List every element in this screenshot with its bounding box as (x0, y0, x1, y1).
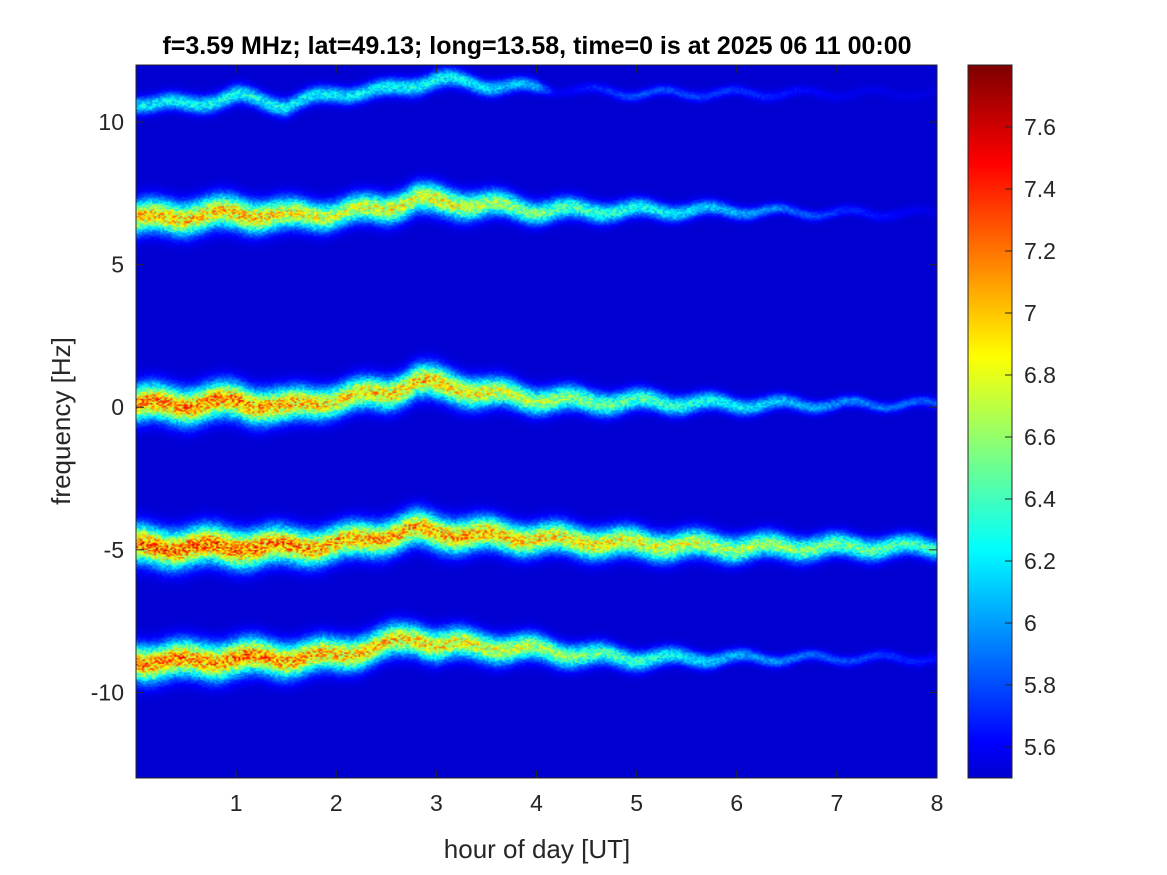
x-tick-label: 1 (230, 790, 243, 816)
colorbar-tick-label: 7 (1024, 300, 1037, 326)
plot-area: 1 2 3 4 5 6 7 8 10 5 0 -5 -10 (91, 64, 944, 816)
colorbar-tick-label: 6.4 (1024, 486, 1056, 512)
colorbar-gradient (968, 65, 1012, 778)
chart-title: f=3.59 MHz; lat=49.13; long=13.58, time=… (162, 32, 911, 60)
y-tick-label: 10 (98, 109, 124, 135)
x-tick-label: 5 (630, 790, 643, 816)
y-tick-label: -10 (91, 679, 124, 705)
x-tick-label: 2 (330, 790, 343, 816)
colorbar-tick-label: 5.8 (1024, 672, 1056, 698)
colorbar-tick-label: 7.6 (1024, 114, 1056, 140)
spectrogram-heatmap (136, 65, 937, 778)
x-tick-label: 3 (430, 790, 443, 816)
colorbar-ticks: 7.6 7.4 7.2 7 6.8 6.6 6.4 6.2 6 5.8 5.6 (1005, 114, 1056, 760)
y-tick-label: 0 (111, 394, 124, 420)
y-axis-label: frequency [Hz] (46, 337, 76, 505)
colorbar-tick-label: 6 (1024, 610, 1037, 636)
x-tick-label: 6 (730, 790, 743, 816)
x-tick-label: 4 (530, 790, 543, 816)
colorbar-tick-label: 6.2 (1024, 548, 1056, 574)
x-tick-label: 7 (830, 790, 843, 816)
colorbar-tick-label: 6.6 (1024, 424, 1056, 450)
colorbar-tick-label: 7.2 (1024, 238, 1056, 264)
y-axis-ticks: 10 5 0 -5 -10 (91, 109, 937, 705)
x-tick-label: 8 (931, 790, 944, 816)
x-axis-ticks: 1 2 3 4 5 6 7 8 (230, 65, 944, 816)
y-tick-label: 5 (111, 252, 124, 278)
colorbar: 7.6 7.4 7.2 7 6.8 6.6 6.4 6.2 6 5.8 5.6 (967, 64, 1056, 779)
colorbar-tick-label: 5.6 (1024, 734, 1056, 760)
colorbar-frame (967, 64, 1013, 779)
y-tick-label: -5 (104, 537, 124, 563)
x-axis-label: hour of day [UT] (444, 834, 630, 864)
colorbar-tick-label: 7.4 (1024, 176, 1056, 202)
colorbar-tick-label: 6.8 (1024, 362, 1056, 388)
